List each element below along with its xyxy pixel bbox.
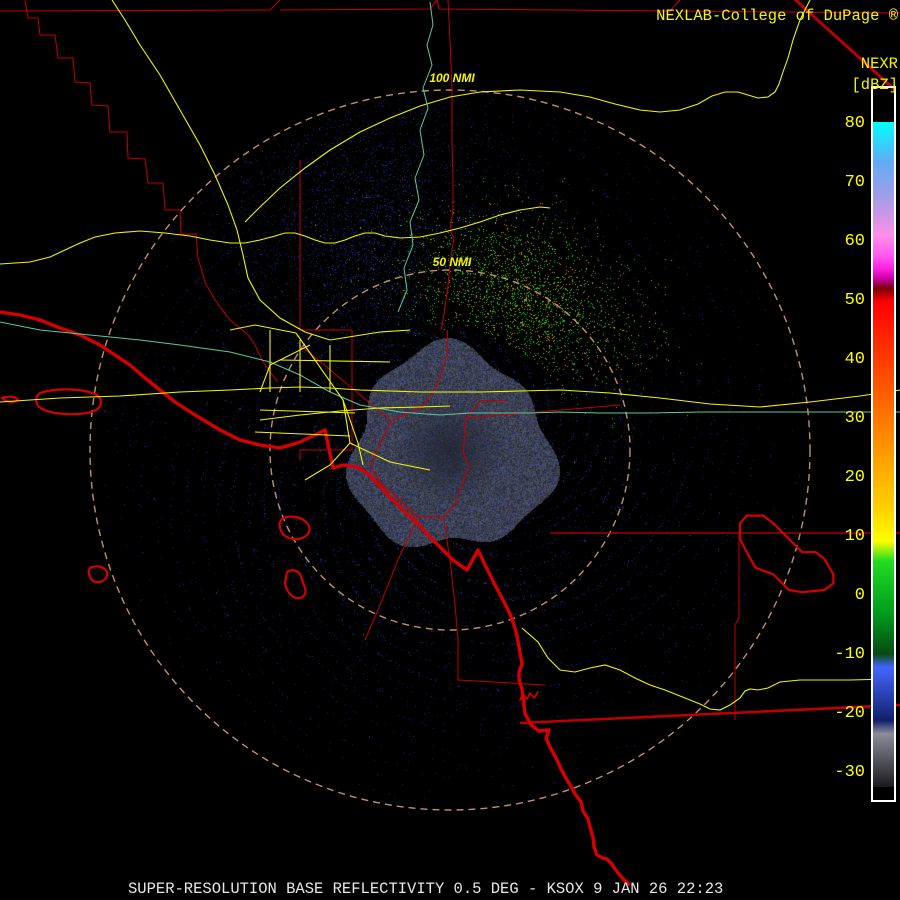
svg-text:60: 60	[845, 232, 865, 251]
svg-text:NEXR: NEXR	[861, 55, 898, 73]
svg-text:100 NMI: 100 NMI	[429, 71, 475, 85]
svg-text:0: 0	[855, 586, 865, 605]
svg-text:50 NMI: 50 NMI	[433, 255, 472, 269]
svg-text:70: 70	[845, 173, 865, 192]
svg-text:10: 10	[845, 527, 865, 546]
svg-text:-30: -30	[834, 763, 865, 782]
svg-text:SUPER-RESOLUTION BASE REFLECTI: SUPER-RESOLUTION BASE REFLECTIVITY 0.5 D…	[128, 880, 723, 898]
svg-text:-10: -10	[834, 645, 865, 664]
svg-text:20: 20	[845, 468, 865, 487]
svg-text:80: 80	[845, 114, 865, 133]
svg-text:-20: -20	[834, 704, 865, 723]
svg-text:30: 30	[845, 409, 865, 428]
svg-text:[dBZ]: [dBZ]	[851, 76, 898, 94]
svg-text:50: 50	[845, 291, 865, 310]
svg-text:NEXLAB-College of DuPage ®: NEXLAB-College of DuPage ®	[656, 7, 899, 25]
svg-text:40: 40	[845, 350, 865, 369]
